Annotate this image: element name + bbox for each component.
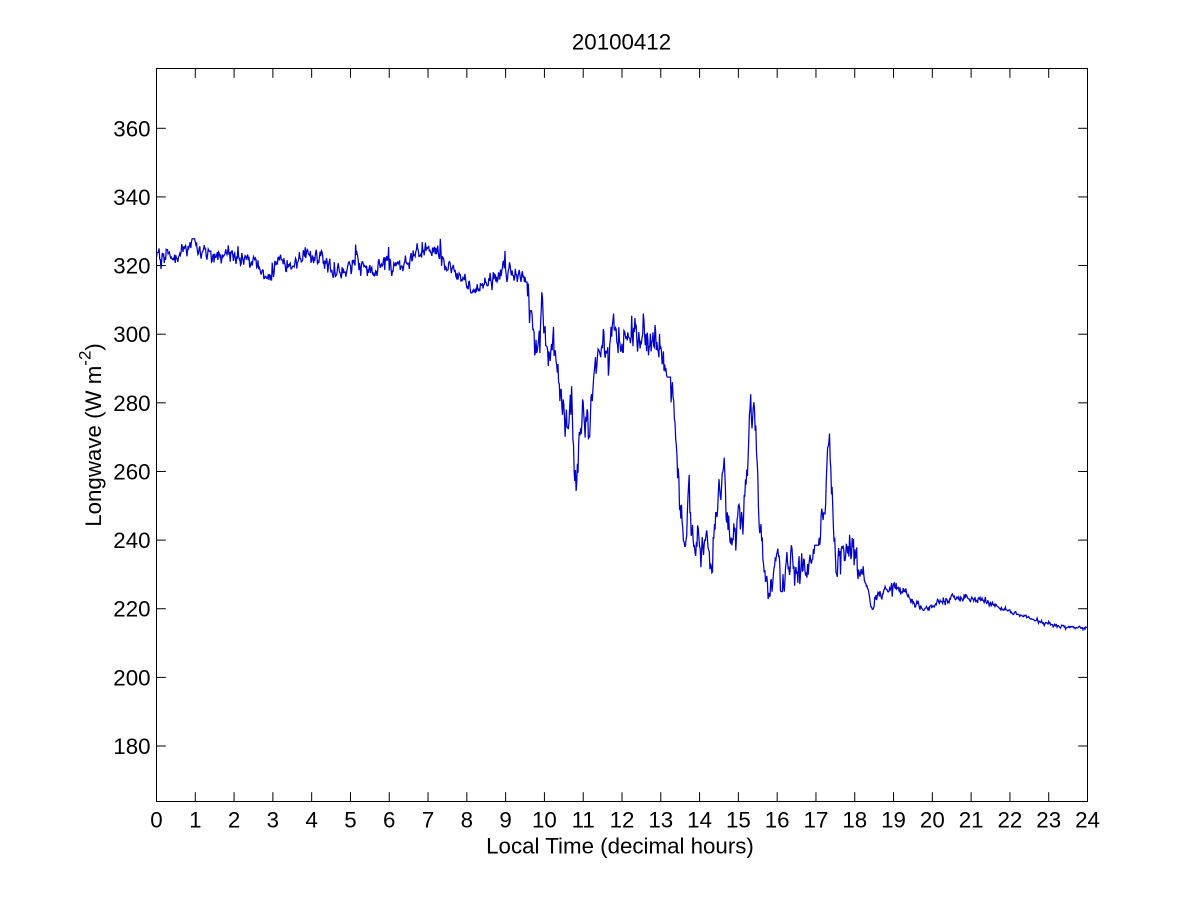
- svg-text:300: 300: [113, 322, 150, 347]
- svg-text:8: 8: [461, 808, 473, 833]
- svg-text:22: 22: [998, 808, 1023, 833]
- svg-text:3: 3: [267, 808, 279, 833]
- svg-text:20100412: 20100412: [572, 30, 671, 55]
- svg-text:21: 21: [959, 808, 984, 833]
- svg-text:0: 0: [150, 808, 162, 833]
- svg-text:280: 280: [113, 391, 150, 416]
- svg-text:10: 10: [532, 808, 557, 833]
- svg-text:20: 20: [920, 808, 945, 833]
- svg-text:13: 13: [648, 808, 673, 833]
- svg-text:4: 4: [305, 808, 317, 833]
- svg-text:2: 2: [228, 808, 240, 833]
- svg-text:Longwave (W m-2): Longwave (W m-2): [76, 343, 107, 527]
- svg-text:220: 220: [113, 597, 150, 622]
- svg-text:240: 240: [113, 528, 150, 553]
- svg-text:7: 7: [422, 808, 434, 833]
- svg-text:340: 340: [113, 185, 150, 210]
- svg-text:18: 18: [842, 808, 867, 833]
- svg-text:320: 320: [113, 254, 150, 279]
- svg-text:360: 360: [113, 116, 150, 141]
- svg-text:19: 19: [881, 808, 906, 833]
- svg-text:24: 24: [1075, 808, 1100, 833]
- svg-text:15: 15: [726, 808, 751, 833]
- svg-text:9: 9: [499, 808, 511, 833]
- svg-text:12: 12: [610, 808, 635, 833]
- svg-text:6: 6: [383, 808, 395, 833]
- svg-text:5: 5: [344, 808, 356, 833]
- svg-text:14: 14: [687, 808, 712, 833]
- svg-text:Local Time (decimal hours): Local Time (decimal hours): [486, 834, 754, 859]
- svg-text:17: 17: [804, 808, 829, 833]
- svg-text:11: 11: [572, 808, 595, 833]
- svg-text:23: 23: [1036, 808, 1061, 833]
- svg-text:260: 260: [113, 459, 150, 484]
- svg-text:200: 200: [113, 665, 150, 690]
- svg-text:16: 16: [765, 808, 790, 833]
- svg-text:180: 180: [113, 734, 150, 759]
- svg-text:1: 1: [189, 808, 201, 833]
